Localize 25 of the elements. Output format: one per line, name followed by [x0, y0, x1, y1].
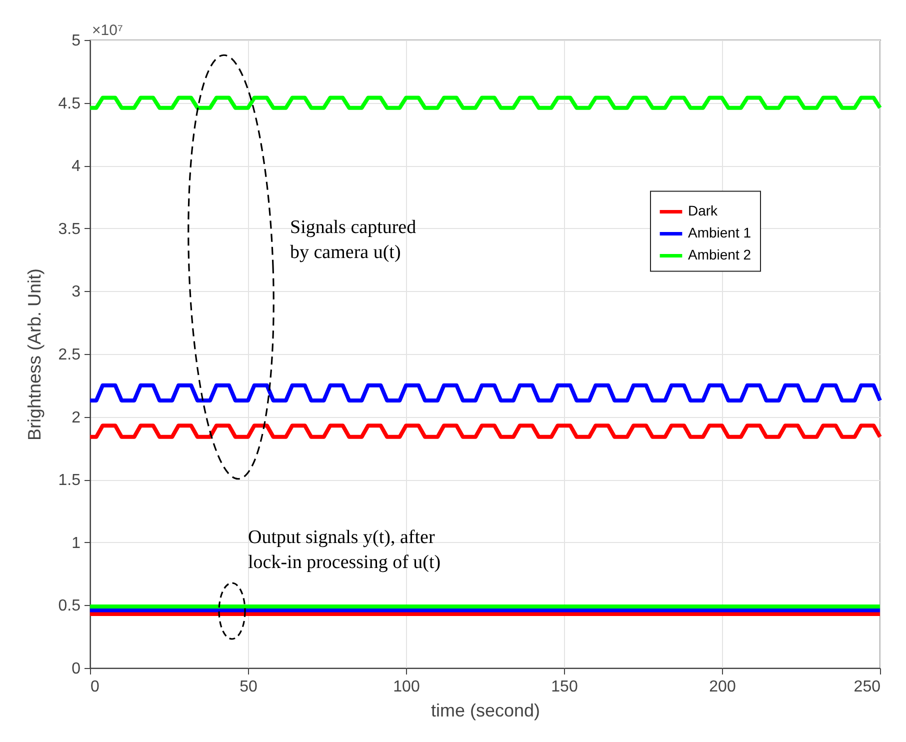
y-tick-label: 5 — [72, 32, 81, 50]
x-axis-title: time (second) — [430, 700, 540, 720]
y-tick-label: 4.5 — [58, 95, 81, 112]
legend-label: Ambient 1 — [688, 224, 752, 241]
y-tick-label: 2 — [72, 409, 81, 426]
x-tick-label: 100 — [393, 678, 420, 696]
annotation: Signals captured by camera u(t) — [290, 217, 417, 263]
x-tick-label: 250 — [854, 678, 881, 696]
legend-label: Ambient 2 — [688, 246, 752, 263]
annotation: Output signals y(t), after lock-in processing of u(t) — [248, 527, 441, 573]
text: ×10⁷ — [92, 22, 123, 39]
y-tick-label: 0.5 — [58, 598, 81, 615]
y-tick-label: 1.5 — [58, 472, 81, 490]
y-tick-label: 1 — [72, 534, 81, 552]
y-tick-label: 2.5 — [58, 346, 81, 364]
y-tick-label: 3.5 — [58, 220, 81, 238]
x-tick-label: 150 — [551, 678, 578, 696]
y-tick-label: 4 — [72, 158, 81, 176]
legend-label: Dark — [688, 202, 719, 219]
x-tick-label: 200 — [709, 678, 736, 696]
y-tick-label: 0 — [72, 660, 81, 678]
x-tick-label: 50 — [240, 678, 258, 696]
y-tick-label: 3 — [72, 284, 81, 301]
y-axis-title: Brightness (Arb. Unit) — [24, 268, 44, 441]
x-tick-label: 0 — [90, 678, 100, 696]
